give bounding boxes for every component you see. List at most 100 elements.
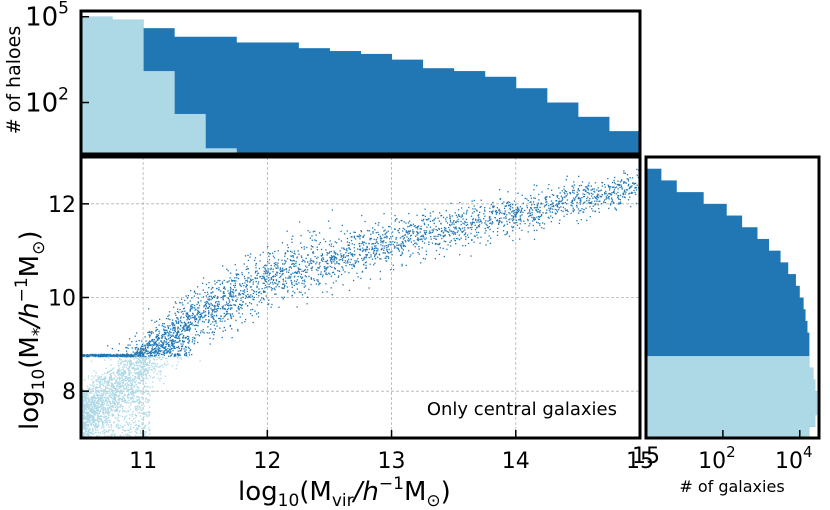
scatter-point [549,207,552,209]
scatter-point [127,410,130,413]
scatter-point [306,269,309,271]
scatter-point [350,258,352,261]
scatter-point [126,368,128,370]
scatter-point [289,266,292,268]
scatter-point [517,206,519,208]
scatter-point [337,269,339,272]
scatter-point [99,375,101,378]
scatter-point [315,283,318,285]
scatter-point [458,215,460,217]
scatter-point [221,336,223,339]
scatter-point [498,217,501,220]
scatter-point [364,220,366,223]
scatter-point [147,358,150,360]
scatter-point [631,191,633,194]
scatter-point [306,296,309,298]
scatter-point [529,210,531,212]
scatter-point [376,237,379,239]
scatter-point [88,399,90,401]
scatter-point [556,200,558,202]
scatter-point [100,415,103,417]
scatter-point [87,375,90,377]
scatter-point [375,250,378,252]
scatter-point [154,365,156,368]
scatter-point [587,184,589,186]
scatter-point [249,253,252,255]
scatter-point [374,247,377,249]
scatter-point [244,318,247,321]
scatter-point [101,378,103,380]
scatter-point [607,177,609,180]
scatter-point [408,250,410,252]
scatter-point [582,211,584,213]
scatter-point [155,320,158,322]
scatter-point [145,340,147,342]
scatter-point [187,338,190,340]
scatter-point [333,267,336,269]
scatter-point [147,361,149,363]
scatter-point [84,423,86,425]
scatter-point [264,267,266,269]
scatter-point [86,433,88,435]
scatter-point [348,247,350,249]
scatter-point [109,393,111,395]
scatter-point [529,214,531,217]
scatter-point [105,392,108,394]
scatter-point [270,289,273,291]
scatter-point [329,273,331,275]
scatter-point [326,291,328,293]
scatter-point [135,362,138,364]
scatter-point [144,370,147,372]
scatter-point [114,391,117,394]
scatter-point [511,225,513,228]
scatter-point [340,256,343,258]
scatter-point [495,209,497,212]
scatter-point [373,249,376,252]
scatter-point [465,213,468,215]
scatter-point [416,234,418,236]
scatter-point [476,231,478,233]
scatter-point [159,370,162,372]
scatter-point [114,396,116,398]
scatter-point [401,265,403,267]
scatter-point [228,301,231,303]
scatter-point [485,244,487,246]
scatter-point [104,432,106,434]
scatter-point [110,369,113,371]
top-bar [546,102,579,154]
scatter-point [531,216,533,219]
scatter-point [309,237,312,239]
scatter-point [603,183,606,186]
scatter-point [623,189,626,191]
scatter-point [345,248,347,251]
scatter-point [331,256,333,258]
scatter-point [129,364,131,366]
scatter-point [358,248,361,251]
scatter-point [547,188,549,190]
scatter-point [208,295,210,298]
scatter-point [438,228,441,231]
scatter-point [578,197,580,199]
scatter-point [162,335,164,338]
scatter-point [87,418,89,420]
scatter-point [326,254,328,256]
scatter-point [97,409,99,411]
scatter-point [184,330,186,332]
scatter-point [119,425,122,427]
scatter-point [342,269,344,271]
scatter-point [117,399,119,401]
scatter-point [293,280,296,282]
scatter-point [572,211,574,213]
scatter-point [560,209,563,212]
scatter-point [96,409,98,411]
scatter-point [199,360,201,362]
scatter-point [135,431,137,433]
scatter-point [504,234,506,236]
scatter-point [140,369,142,371]
scatter-point [366,246,368,248]
scatter-point [249,296,251,298]
scatter-point [378,233,380,236]
scatter-point [594,204,596,206]
scatter-point [199,315,201,318]
scatter-point [446,216,448,219]
